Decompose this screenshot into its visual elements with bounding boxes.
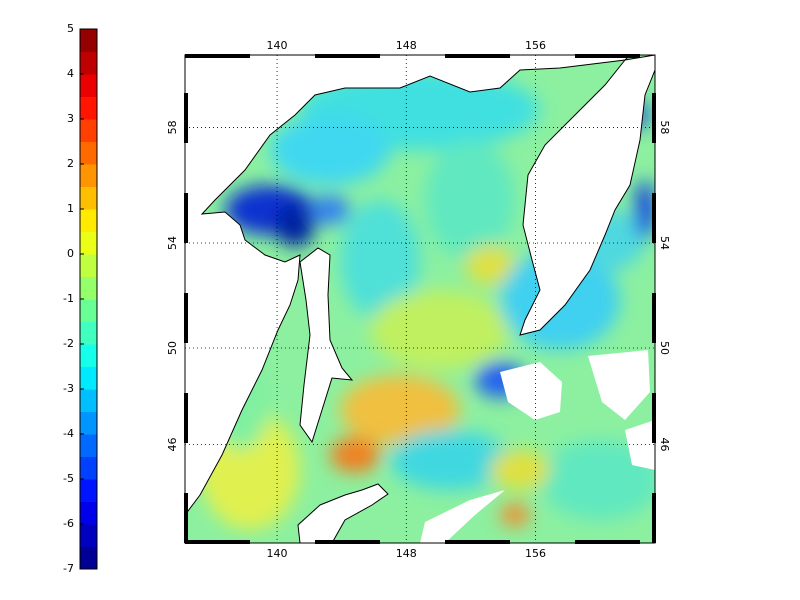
- colorbar-band: [80, 344, 97, 367]
- frame: [184, 54, 656, 544]
- lat-tick-label: 46: [166, 438, 179, 452]
- colorbar-band: [80, 479, 97, 502]
- colorbar-band: [80, 299, 97, 322]
- colorbar-band: [80, 254, 97, 277]
- colorbar-tick-label: 2: [67, 157, 74, 170]
- hokkaido: [297, 483, 389, 543]
- colorbar-band: [80, 276, 97, 300]
- colorbar-tick-label: -5: [63, 472, 74, 485]
- lat-tick-label: 46: [658, 438, 671, 452]
- colorbar-tick-label: 4: [67, 67, 74, 80]
- colorbar-band: [80, 321, 97, 345]
- colorbar-tick-label: -1: [63, 292, 74, 305]
- colorbar-band: [80, 456, 97, 480]
- colorbar-tick-label: -4: [63, 427, 74, 440]
- colorbar-band: [80, 524, 97, 547]
- colorbar-band: [80, 96, 97, 120]
- colorbar-band: [80, 231, 97, 255]
- colorbar-tick-label: 0: [67, 247, 74, 260]
- field: [185, 55, 655, 543]
- no-data: [588, 350, 650, 420]
- lat-tick-label: 50: [166, 341, 179, 355]
- kamchatka: [519, 55, 655, 336]
- lon-tick-label: 140: [267, 547, 288, 560]
- colorbar-band: [80, 411, 97, 435]
- no-data: [500, 362, 562, 420]
- lon-tick-label: 148: [396, 547, 417, 560]
- lon-tick-label: 148: [396, 39, 417, 52]
- sakhalin: [299, 247, 354, 444]
- no-data: [420, 490, 505, 543]
- lat-tick-label: 54: [658, 236, 671, 250]
- lon-tick-label: 156: [525, 547, 546, 560]
- colorbar-band: [80, 29, 97, 52]
- colorbar-tick-label: -3: [63, 382, 74, 395]
- colorbar-band: [80, 164, 97, 187]
- colorbar-tick-label: -2: [63, 337, 74, 350]
- colorbar-band: [80, 74, 97, 97]
- no-data: [625, 420, 655, 470]
- lon-tick-label: 156: [525, 39, 546, 52]
- lon-tick-label: 140: [267, 39, 288, 52]
- colorbar-band: [80, 141, 97, 165]
- colorbar-band: [80, 501, 97, 525]
- colorbar-band: [80, 389, 97, 412]
- colorbar-band: [80, 546, 97, 570]
- colorbar: -7 -6 -5 -4 -3 -2 -1 0 1 2 3 4 5: [63, 22, 98, 575]
- colorbar-band: [80, 434, 97, 457]
- graticule: 140 140 148 148 156 156 46 46 50 50 54 54 58 58: [166, 39, 671, 560]
- colorbar-tick-label: 5: [67, 22, 74, 35]
- lat-tick-label: 50: [658, 341, 671, 355]
- colorbar-tick-label: -7: [63, 562, 74, 575]
- lat-tick-label: 58: [658, 120, 671, 134]
- colorbar-tick-label: -6: [63, 517, 74, 530]
- colorbar-band: [80, 209, 97, 232]
- mainland: [185, 55, 631, 516]
- lat-tick-label: 58: [166, 120, 179, 134]
- colorbar-band: [80, 119, 97, 142]
- colorbar-band: [80, 51, 97, 75]
- colorbar-band: [80, 186, 97, 210]
- lat-tick-label: 54: [166, 236, 179, 250]
- colorbar-tick-label: 1: [67, 202, 74, 215]
- colorbar-tick-label: 3: [67, 112, 74, 125]
- colorbar-band: [80, 366, 97, 390]
